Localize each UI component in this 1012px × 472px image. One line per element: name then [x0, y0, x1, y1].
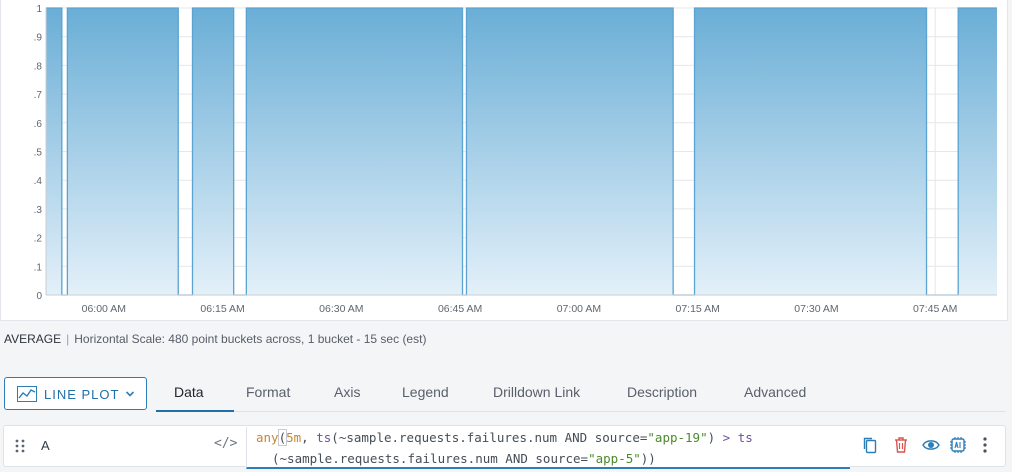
line1-token-7: source= [587, 430, 648, 445]
y-tick-label: .2 [34, 234, 43, 245]
tabs-divider [156, 411, 1006, 412]
chart-summary: AVERAGE | Horizontal Scale: 480 point buck… [4, 332, 426, 348]
chevron-down-icon [125, 387, 135, 402]
query-line-2: (~sample.requests.failures.num AND sourc… [272, 448, 656, 469]
line2-token-1: AND [505, 451, 528, 466]
line1-token-3: , [301, 430, 317, 445]
y-tick-label: .6 [34, 119, 43, 130]
trash-icon[interactable] [893, 436, 909, 459]
query-name[interactable]: A [41, 438, 50, 453]
eye-icon[interactable] [922, 436, 940, 459]
copy-icon[interactable] [862, 436, 878, 459]
line1-token-8: "app-19" [647, 430, 708, 445]
line2-token-0: (~sample.requests.failures.num [272, 451, 506, 466]
active-tab-indicator [156, 410, 234, 412]
series-area [46, 8, 997, 295]
line1-token-0: any [256, 430, 279, 445]
tab-axis[interactable]: Axis [334, 384, 361, 400]
summary-separator: | [66, 332, 70, 346]
drag-handle-icon[interactable] [15, 439, 25, 458]
y-tick-label: .1 [34, 262, 43, 273]
line1-token-2: 5m [286, 430, 302, 445]
chart-panel: 1 .9 .8 .7 .6 .5 .4 .3 .2 .1 0 06:00 AM 06:15 AM 06:3… [0, 0, 1008, 321]
aggregation-label: AVERAGE [4, 332, 62, 346]
line1-token-4: ts [316, 430, 332, 445]
tab-format[interactable]: Format [246, 384, 291, 400]
code-toggle-icon[interactable]: </> [214, 436, 238, 451]
x-tick-label: 07:00 AM [557, 303, 601, 315]
y-tick-label: .7 [34, 90, 43, 101]
line1-token-10: > [722, 430, 731, 445]
query-row: A </> any(5m, ts(~sample.requests.failur… [3, 425, 1006, 469]
x-tick-label: 06:00 AM [82, 303, 126, 315]
line-chart-icon [17, 386, 37, 405]
y-tick-label: .3 [34, 205, 43, 216]
line2-token-2: source= [527, 451, 589, 466]
line1-token-6: AND [564, 430, 588, 445]
x-tick-label: 07:30 AM [794, 303, 838, 315]
x-tick-label: 07:45 AM [913, 303, 957, 315]
x-tick-label: 06:15 AM [200, 303, 244, 315]
query-line-1: any(5m, ts(~sample.requests.failures.num… [256, 427, 753, 448]
y-tick-label: 1 [36, 4, 42, 15]
y-tick-label: .5 [34, 148, 43, 159]
horizontal-scale-text: Horizontal Scale: 480 point buckets acro… [74, 332, 427, 346]
editor-tabs-row: LINE PLOT Data Format Axis Legend Drilld… [0, 370, 1012, 414]
line1-token-1: ( [277, 429, 288, 446]
line2-token-4: )) [640, 451, 656, 466]
y-tick-label: .9 [34, 33, 43, 44]
line1-token-11 [730, 430, 738, 445]
ai-chip-icon[interactable] [949, 436, 967, 459]
tab-description[interactable]: Description [627, 384, 698, 400]
chart: 1 .9 .8 .7 .6 .5 .4 .3 .2 .1 0 06:00 AM 06:15 AM 06:3… [34, 4, 997, 315]
query-editor[interactable]: any(5m, ts(~sample.requests.failures.num… [246, 427, 850, 469]
line1-token-5: (~sample.requests.failures.num [331, 430, 565, 445]
y-tick-label: 0 [36, 291, 42, 302]
plot-type-label: LINE PLOT [44, 387, 120, 402]
line2-token-3: "app-5" [588, 451, 641, 466]
x-tick-label: 07:15 AM [675, 303, 719, 315]
plot-type-dropdown[interactable]: LINE PLOT [4, 377, 147, 410]
x-tick-label: 06:45 AM [438, 303, 482, 315]
more-vertical-icon[interactable] [982, 436, 988, 459]
tab-data[interactable]: Data [174, 384, 204, 400]
tab-legend[interactable]: Legend [402, 384, 449, 400]
line1-token-12: ts [737, 430, 753, 445]
tab-advanced[interactable]: Advanced [744, 384, 807, 400]
line1-token-9: ) [707, 430, 723, 445]
x-tick-label: 06:30 AM [319, 303, 363, 315]
y-tick-label: .8 [34, 61, 43, 72]
tab-drilldown-link[interactable]: Drilldown Link [493, 384, 581, 400]
series-line [46, 7, 997, 296]
y-tick-label: .4 [34, 176, 43, 187]
